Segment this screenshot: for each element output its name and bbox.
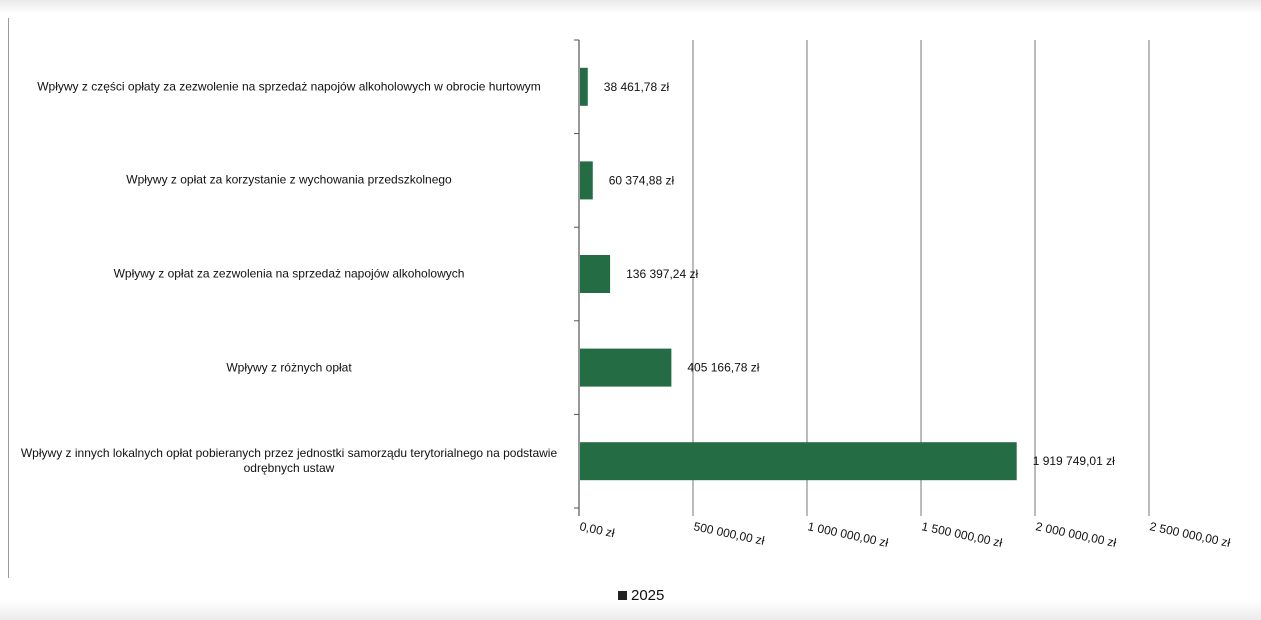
- bar: [580, 67, 588, 106]
- bar: [580, 348, 672, 387]
- bars: [580, 67, 1017, 481]
- legend-swatch: [618, 591, 627, 600]
- legend: 2025: [618, 587, 664, 604]
- data-label: 38 461,78 zł: [604, 80, 670, 94]
- x-tick-label: 1 500 000,00 zł: [920, 519, 1004, 550]
- bar: [580, 442, 1017, 481]
- x-tick-label: 1 000 000,00 zł: [806, 519, 890, 550]
- x-tick-label: 0,00 zł: [578, 519, 616, 540]
- frame-left-border: [8, 18, 9, 578]
- gridlines: [574, 39, 1150, 516]
- category-label: Wpływy z innych lokalnych opłat pobieran…: [20, 446, 558, 476]
- data-labels: 38 461,78 zł 60 374,88 zł 136 397,24 zł 405…: [604, 80, 1115, 468]
- category-label: Wpływy z części opłaty za zezwolenie na …: [37, 79, 541, 94]
- data-label: 60 374,88 zł: [609, 173, 675, 187]
- category-label: Wpływy z różnych opłat: [226, 360, 352, 375]
- bar: [580, 161, 593, 200]
- scan-top-shade: [0, 0, 1261, 14]
- x-tick-label: 500 000,00 zł: [692, 519, 766, 548]
- x-tick-label: 2 500 000,00 zł: [1148, 519, 1232, 550]
- category-label: Wpływy z opłat za korzystanie z wychowan…: [126, 172, 452, 187]
- x-tick-labels: 0,00 zł 500 000,00 zł 1 000 000,00 zł 1 500…: [578, 519, 1232, 550]
- x-tick-label: 2 000 000,00 zł: [1034, 519, 1118, 550]
- legend-label: 2025: [631, 587, 665, 604]
- data-label: 136 397,24 zł: [626, 267, 698, 281]
- bar: [580, 255, 611, 293]
- data-label: 1 919 749,01 zł: [1033, 454, 1115, 468]
- category-label: Wpływy z opłat za zezwolenia na sprzedaż…: [113, 266, 465, 281]
- data-label: 405 166,78 zł: [687, 361, 759, 375]
- scan-bottom-shade: [0, 600, 1261, 620]
